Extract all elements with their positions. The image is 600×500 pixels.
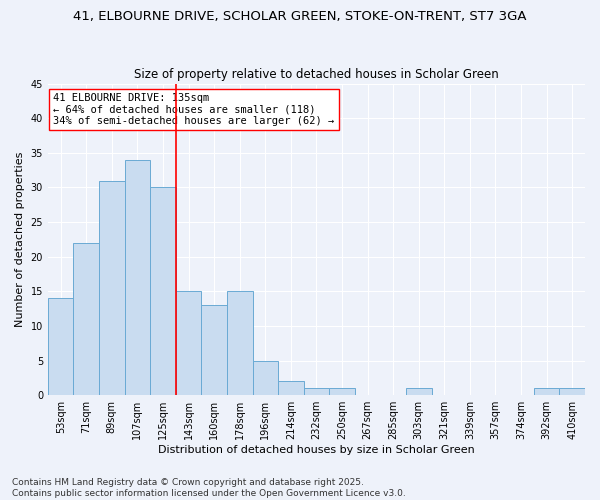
Bar: [48, 298, 73, 395]
Bar: [202, 305, 227, 395]
Bar: [278, 382, 304, 395]
Text: 41, ELBOURNE DRIVE, SCHOLAR GREEN, STOKE-ON-TRENT, ST7 3GA: 41, ELBOURNE DRIVE, SCHOLAR GREEN, STOKE…: [73, 10, 527, 23]
Bar: [559, 388, 585, 395]
Title: Size of property relative to detached houses in Scholar Green: Size of property relative to detached ho…: [134, 68, 499, 81]
Bar: [73, 243, 99, 395]
Bar: [99, 180, 125, 395]
Bar: [406, 388, 431, 395]
Text: Contains HM Land Registry data © Crown copyright and database right 2025.
Contai: Contains HM Land Registry data © Crown c…: [12, 478, 406, 498]
Bar: [329, 388, 355, 395]
Bar: [150, 188, 176, 395]
Bar: [534, 388, 559, 395]
Bar: [227, 292, 253, 395]
Bar: [176, 292, 202, 395]
Bar: [253, 360, 278, 395]
Text: 41 ELBOURNE DRIVE: 135sqm
← 64% of detached houses are smaller (118)
34% of semi: 41 ELBOURNE DRIVE: 135sqm ← 64% of detac…: [53, 93, 335, 126]
X-axis label: Distribution of detached houses by size in Scholar Green: Distribution of detached houses by size …: [158, 445, 475, 455]
Bar: [125, 160, 150, 395]
Y-axis label: Number of detached properties: Number of detached properties: [15, 152, 25, 327]
Bar: [304, 388, 329, 395]
